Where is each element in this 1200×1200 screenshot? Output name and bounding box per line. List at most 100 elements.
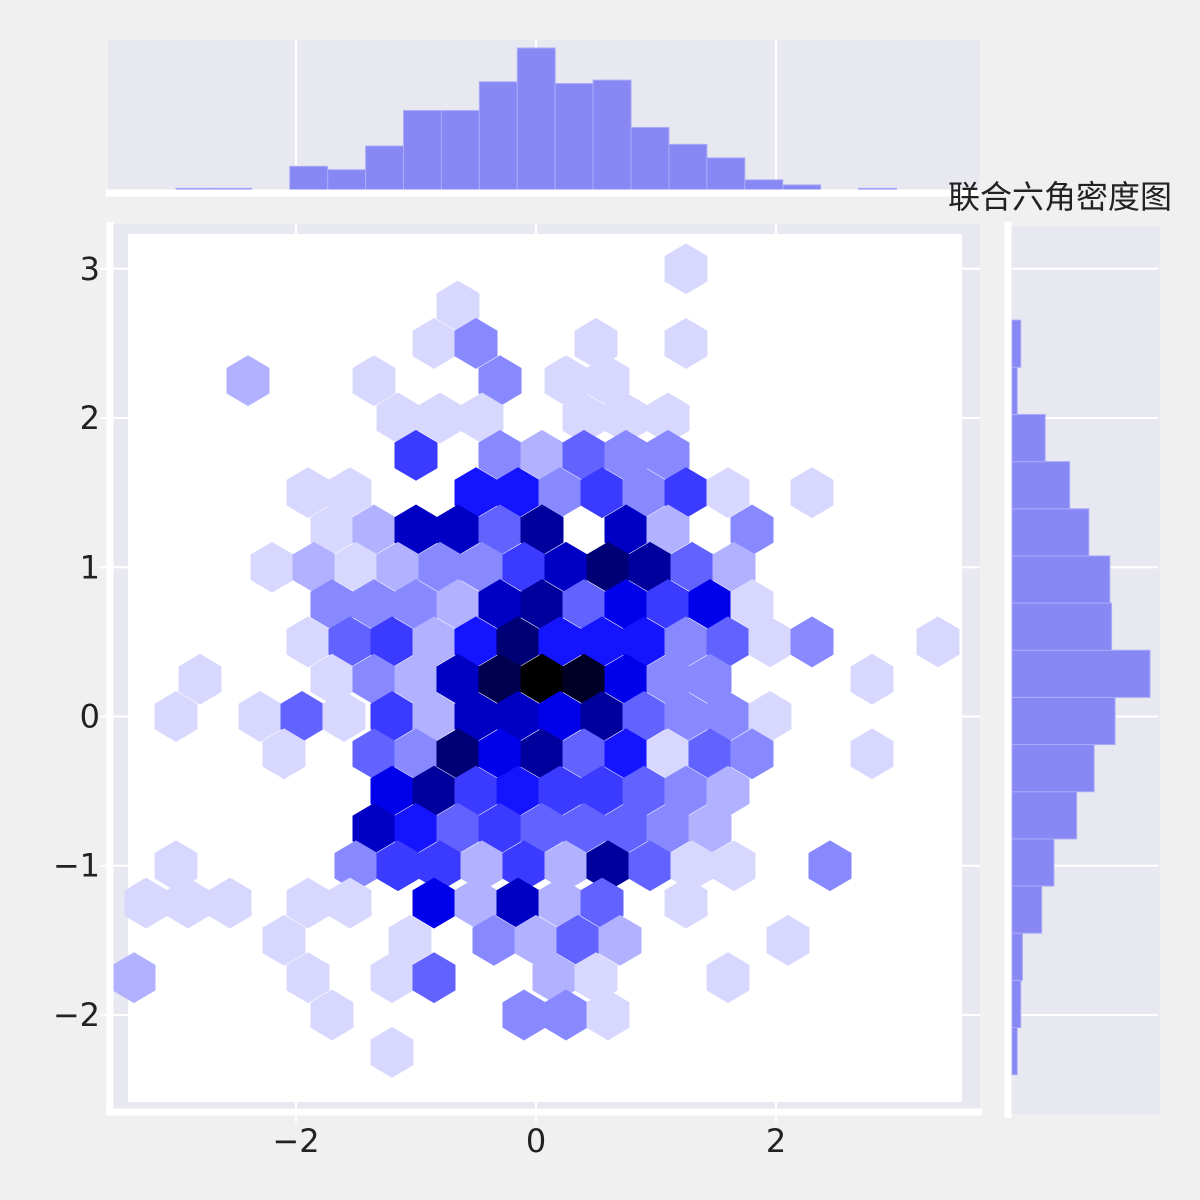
right-histogram-bar (1011, 838, 1055, 887)
hexbin-cell (598, 914, 642, 966)
right-histogram-bar (1011, 744, 1095, 793)
right-histogram-bars (1011, 319, 1151, 1076)
top-histogram-bar (706, 157, 746, 191)
top-histogram-bar (365, 145, 405, 191)
x-tick-label: −2 (272, 1122, 319, 1160)
hexbin-cell (328, 877, 372, 929)
top-histogram-bar (744, 179, 784, 191)
hexbin-cell (310, 989, 354, 1041)
hexbin-cell (664, 243, 708, 295)
right-marginal-histogram (1004, 222, 1160, 1118)
y-tick-label: 3 (80, 250, 100, 288)
empty-hex (859, 234, 903, 257)
top-marginal-histogram (106, 40, 980, 197)
y-tick-label: 2 (80, 399, 100, 437)
hexbin-cell (808, 840, 852, 892)
top-histogram-bar (327, 169, 367, 191)
hexbin-cell (850, 653, 894, 705)
hexbin-cell (790, 467, 834, 519)
hexbin-cell (850, 728, 894, 780)
top-histogram-bar (782, 184, 822, 191)
top-histogram-bar (478, 81, 518, 191)
right-histogram-bar (1011, 461, 1071, 510)
empty-hex (397, 234, 441, 257)
empty-hex (691, 234, 735, 257)
hexbin-cell (790, 616, 834, 668)
empty-hex (313, 234, 357, 257)
hexbin-cell (454, 317, 498, 369)
hexbin-cell (226, 355, 270, 407)
hexbin-cell (262, 914, 306, 966)
empty-hex (607, 234, 651, 257)
hexbin-cell (586, 989, 630, 1041)
right-histogram-bar (1011, 319, 1022, 368)
top-histogram-bar (440, 110, 480, 191)
right-histogram-bar (1011, 508, 1090, 557)
right-histogram-bar (1011, 649, 1151, 698)
top-histogram-bar (630, 126, 670, 191)
hexbin-cell (712, 840, 756, 892)
top-histogram-bars (175, 47, 897, 191)
empty-hex (523, 234, 567, 257)
hexbin-cell (352, 355, 396, 407)
x-tick-label: 2 (766, 1122, 786, 1160)
top-histogram-bar (516, 47, 556, 191)
top-histogram-bar (554, 83, 594, 191)
chart-title: 联合六角密度图 (948, 178, 1172, 216)
hexbin-cell (730, 728, 774, 780)
empty-hex (355, 234, 399, 257)
y-tick-label: 1 (80, 548, 100, 586)
hexbin-cell (706, 467, 750, 519)
y-tick-label: −2 (53, 996, 100, 1034)
empty-hex (187, 234, 231, 257)
right-histogram-bar (1011, 791, 1078, 840)
hexbin-cell (154, 691, 198, 742)
right-histogram-bar (1011, 979, 1022, 1029)
hexbin-cell (370, 1026, 414, 1078)
x-axis-ticks: −2 0 2 (272, 1114, 786, 1160)
empty-hex (775, 234, 819, 257)
hexbin-cell (394, 429, 438, 481)
hexbin-cell (766, 914, 810, 966)
empty-hex (271, 234, 315, 257)
top-histogram-bar (668, 143, 708, 191)
x-tick-label: 0 (526, 1122, 546, 1160)
right-histogram-bar (1011, 696, 1116, 746)
empty-hex (481, 234, 525, 257)
hexbin-cell (412, 952, 456, 1004)
hexbin-cell (664, 317, 708, 369)
empty-hex (229, 234, 273, 257)
empty-hex (901, 234, 945, 257)
right-histogram-bar (1011, 885, 1043, 934)
empty-hex (128, 234, 147, 256)
empty-hex (565, 234, 609, 257)
right-histogram-bar (1011, 366, 1018, 415)
hexbin-cell (322, 691, 366, 742)
top-histogram-bar (592, 79, 632, 191)
right-histogram-bar (1011, 1027, 1018, 1076)
top-histogram-bar (403, 110, 442, 191)
right-histogram-bar (1011, 602, 1113, 651)
empty-hex (439, 234, 483, 257)
y-tick-label: −1 (53, 847, 100, 885)
hexbin-cells (112, 234, 962, 1102)
hexbin-cell (262, 728, 306, 780)
empty-hex (943, 234, 962, 256)
hexbin-cell (286, 952, 330, 1004)
empty-hex (145, 234, 189, 257)
empty-hex (817, 234, 861, 257)
empty-hex (733, 234, 777, 257)
hexbin-cell (706, 952, 750, 1004)
top-histogram-bar (289, 165, 329, 191)
hexbin-cell (208, 877, 252, 929)
hexbin-cell (664, 877, 708, 929)
joint-axes: −2 0 2 −2 −1 0 1 2 3 (53, 222, 982, 1160)
right-histogram-bar (1011, 555, 1111, 604)
hexbin-cell (178, 653, 222, 705)
hexbin-cell (916, 616, 960, 668)
right-histogram-bar (1011, 413, 1046, 463)
y-axis-ticks: −2 −1 0 1 2 3 (53, 250, 108, 1034)
right-histogram-bar (1011, 932, 1023, 981)
y-tick-label: 0 (80, 698, 100, 736)
